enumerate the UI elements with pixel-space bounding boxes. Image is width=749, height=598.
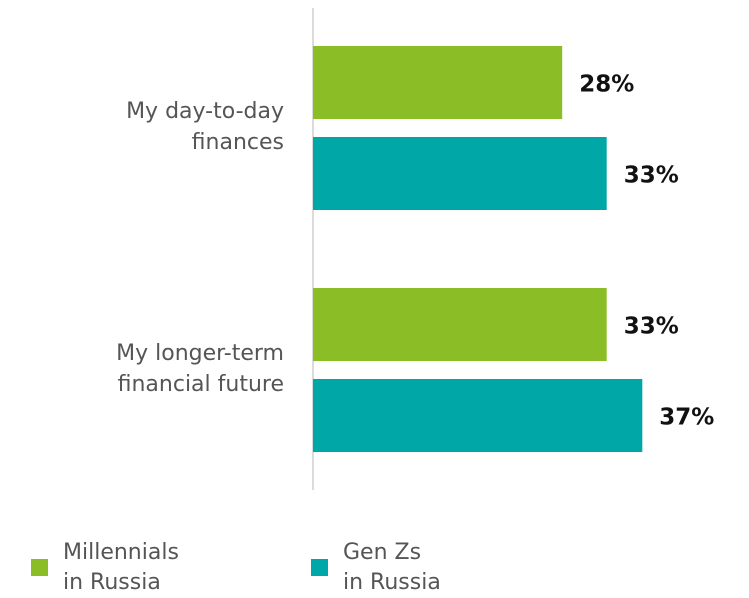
category-label-1-line-2: financial future [117, 372, 284, 397]
legend-label-millennials: Millennials in Russia [63, 538, 179, 598]
legend-label-millennials-line-2: in Russia [63, 570, 161, 595]
value-label-gen-z-1: 37% [659, 405, 714, 431]
legend-item-gen-z: Gen Zs in Russia [311, 538, 441, 598]
value-label-gen-z-0: 33% [624, 163, 679, 189]
category-label-1-line-1: My longer-term [116, 341, 284, 366]
category-label-0-line-1: My day-to-day [126, 99, 284, 124]
bar-millennials-0 [313, 46, 563, 119]
category-label-0: My day-to-day finances [14, 96, 284, 158]
legend-item-millennials: Millennials in Russia [31, 538, 179, 598]
category-label-1: My longer-term financial future [14, 338, 284, 400]
category-label-0-line-2: finances [191, 130, 284, 155]
legend-swatch-gen-z [311, 559, 328, 576]
legend-swatch-millennials [31, 559, 48, 576]
bar-millennials-1 [313, 288, 607, 361]
legend-label-gen-z-line-2: in Russia [343, 570, 441, 595]
bar-chart: 28% 33% 33% 37% [312, 8, 714, 490]
value-label-millennials-1: 33% [624, 314, 679, 340]
legend-label-gen-z-line-1: Gen Zs [343, 540, 422, 565]
bar-gen-z-1 [313, 379, 643, 452]
value-label-millennials-0: 28% [579, 72, 634, 98]
legend-label-gen-z: Gen Zs in Russia [343, 538, 441, 598]
bar-gen-z-0 [313, 137, 607, 210]
legend-label-millennials-line-1: Millennials [63, 540, 179, 565]
